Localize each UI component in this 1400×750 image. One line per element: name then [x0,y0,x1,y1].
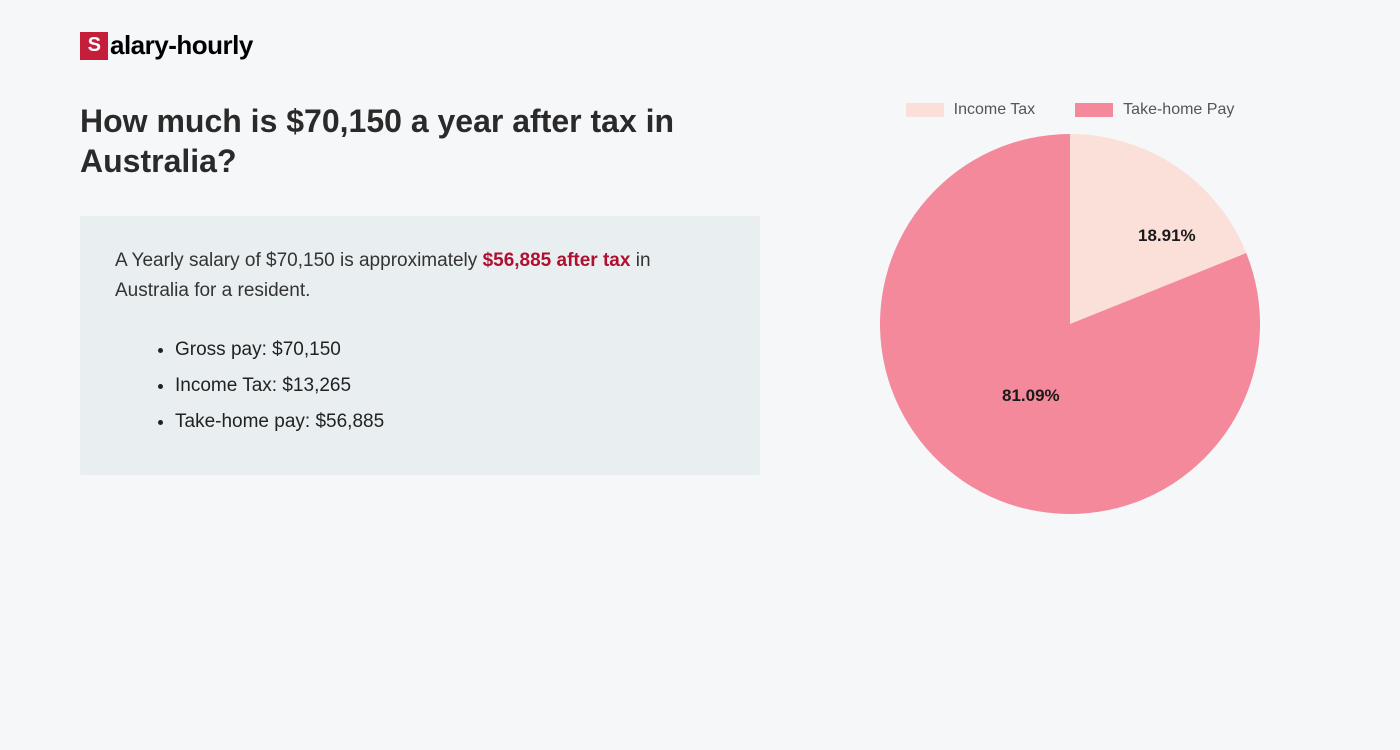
legend-label: Take-home Pay [1123,101,1234,119]
legend-item-takehome: Take-home Pay [1075,101,1234,119]
pie-chart: 18.91% 81.09% [880,134,1260,514]
legend-label: Income Tax [954,101,1036,119]
pie-slice-label: 18.91% [1138,226,1196,246]
logo-text: alary-hourly [110,30,253,61]
brand-logo: Salary-hourly [80,30,1320,61]
legend-swatch [906,103,944,117]
summary-list: Gross pay: $70,150 Income Tax: $13,265 T… [115,332,725,440]
page-title: How much is $70,150 a year after tax in … [80,101,760,181]
summary-before: A Yearly salary of $70,150 is approximat… [115,250,483,271]
right-column: Income Tax Take-home Pay 18.91% 81.09% [820,101,1320,514]
summary-box: A Yearly salary of $70,150 is approximat… [80,216,760,475]
chart-legend: Income Tax Take-home Pay [820,101,1320,119]
list-item: Gross pay: $70,150 [175,332,725,368]
pie-slice-label: 81.09% [1002,386,1060,406]
list-item: Income Tax: $13,265 [175,368,725,404]
legend-swatch [1075,103,1113,117]
content-row: How much is $70,150 a year after tax in … [80,101,1320,514]
logo-badge: S [80,32,108,60]
legend-item-income-tax: Income Tax [906,101,1036,119]
summary-text: A Yearly salary of $70,150 is approximat… [115,246,725,307]
pie-svg [880,134,1260,514]
summary-highlight: $56,885 after tax [483,250,631,271]
left-column: How much is $70,150 a year after tax in … [80,101,760,514]
list-item: Take-home pay: $56,885 [175,404,725,440]
